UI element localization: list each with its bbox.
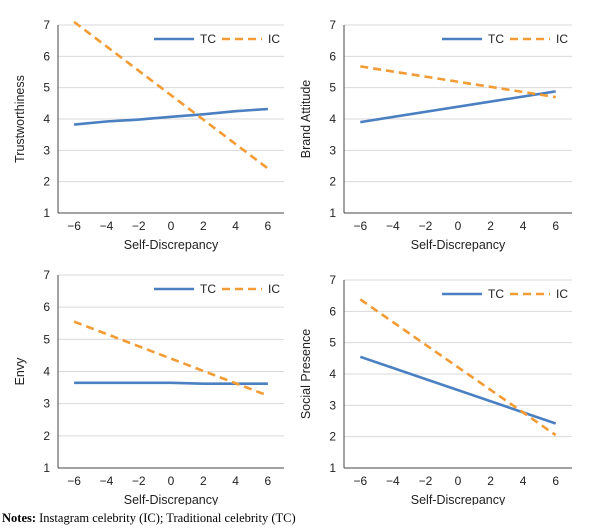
x-axis-title: Self-Discrepancy [411,238,506,252]
x-axis-title: Self-Discrepancy [124,493,219,505]
x-tick-label: −6 [353,474,367,488]
legend-label-tc: TC [488,287,504,301]
x-tick-label: −4 [100,474,114,488]
x-tick-label: 4 [520,474,527,488]
y-tick-label: 7 [329,273,336,287]
y-axis-title: Envy [13,357,27,386]
x-tick-label: −4 [386,474,400,488]
y-tick-label: 4 [43,365,50,379]
x-tick-label: 4 [520,219,527,233]
series-line-ic [73,20,269,170]
y-axis-title: Social Presence [299,329,313,419]
y-tick-label: 5 [43,81,50,95]
x-tick-label: 2 [487,219,494,233]
y-tick-label: 4 [329,112,336,126]
x-tick-label: 0 [455,219,462,233]
legend-label-ic: IC [556,32,568,46]
y-tick-label: 6 [329,49,336,63]
y-tick-label: 1 [329,206,336,220]
legend: TC IC [442,32,568,46]
y-tick-label: 1 [329,461,336,475]
series-line-tc [73,107,268,126]
x-tick-label: −2 [419,474,433,488]
series-line-ic [360,65,556,99]
x-tick-label: 2 [487,474,494,488]
series-line-ic [359,298,557,437]
legend-label-ic: IC [268,282,280,296]
y-tick-label: 5 [329,336,336,350]
y-tick-label: 4 [329,367,336,381]
figure-notes: Notes: Instagram celebrity (IC); Traditi… [2,511,296,526]
chart-panel: 1 2 3 4 5 6 7 −6 −4 −2 0 2 4 6 Self-Discrepancy Social … [299,273,572,505]
y-tick-label: 1 [43,206,50,220]
x-tick-label: −2 [132,474,146,488]
x-tick-label: −6 [67,219,81,233]
series-line-tc [360,90,556,124]
y-tick-label: 1 [43,461,50,475]
y-tick-label: 3 [329,143,336,157]
legend-label-ic: IC [556,287,568,301]
legend-label-tc: TC [488,32,504,46]
y-tick-label: 2 [43,175,50,189]
y-tick-label: 3 [43,397,50,411]
x-tick-label: 2 [200,474,207,488]
x-tick-label: −2 [419,219,433,233]
notes-text: Instagram celebrity (IC); Traditional ce… [36,511,296,525]
y-tick-label: 7 [43,268,50,282]
legend: TC IC [442,287,568,301]
notes-label: Notes: [2,511,37,525]
x-tick-label: 6 [265,219,272,233]
y-tick-label: 6 [329,304,336,318]
y-axis-title: Brand Attitude [299,80,313,159]
figure: 1 2 3 4 5 6 7 −6 −4 −2 0 2 4 6 Self-Discrepancy Trustwo… [13,18,572,505]
y-tick-label: 7 [43,18,50,32]
x-axis-title: Self-Discrepancy [124,238,219,252]
chart-panel: 1 2 3 4 5 6 7 −6 −4 −2 0 2 4 6 Self-Discrepancy Trustwo… [13,18,284,252]
chart-panel: 1 2 3 4 5 6 7 −6 −4 −2 0 2 4 6 Self-Discrepancy Brand A… [299,18,572,252]
y-tick-label: 7 [329,18,336,32]
x-tick-label: 6 [265,474,272,488]
x-tick-label: 6 [552,219,559,233]
series-line-ic [73,320,269,397]
x-tick-label: 0 [455,474,462,488]
legend: TC IC [154,32,280,46]
legend-label-tc: TC [200,32,216,46]
x-tick-label: −4 [386,219,400,233]
x-axis-title: Self-Discrepancy [411,493,506,505]
y-axis-title: Trustworthiness [13,75,27,163]
x-tick-label: 2 [200,219,207,233]
x-tick-label: −6 [67,474,81,488]
x-tick-label: 4 [232,219,239,233]
y-tick-label: 4 [43,112,50,126]
x-tick-label: 6 [552,474,559,488]
legend-label-ic: IC [268,32,280,46]
y-tick-label: 6 [43,300,50,314]
x-tick-label: 0 [168,474,175,488]
y-tick-label: 5 [329,81,336,95]
x-tick-label: −2 [132,219,146,233]
legend: TC IC [154,282,280,296]
legend-label-tc: TC [200,282,216,296]
y-tick-label: 2 [43,429,50,443]
x-tick-label: 0 [168,219,175,233]
x-tick-label: −4 [100,219,114,233]
y-tick-label: 2 [329,430,336,444]
y-tick-label: 3 [329,398,336,412]
x-tick-label: 4 [232,474,239,488]
y-tick-label: 6 [43,49,50,63]
chart-panel: 1 2 3 4 5 6 7 −6 −4 −2 0 2 4 6 Self-Discrepancy Envy TC I… [13,268,284,505]
y-tick-label: 5 [43,332,50,346]
y-tick-label: 2 [329,175,336,189]
y-tick-label: 3 [43,143,50,157]
x-tick-label: −6 [353,219,367,233]
